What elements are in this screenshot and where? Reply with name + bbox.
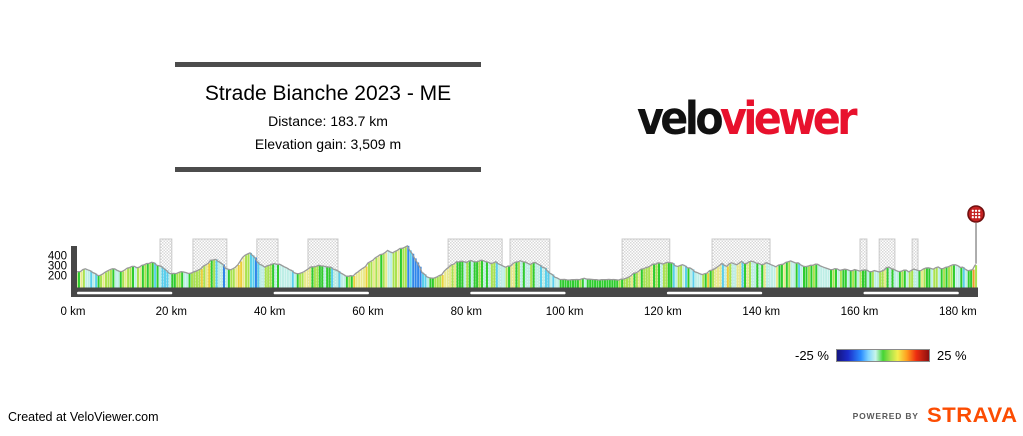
- strava-logo: STRAVA: [926, 404, 1018, 427]
- axis-band-strip: [470, 291, 566, 295]
- title-box: Strade Bianche 2023 - ME Distance: 183.7…: [175, 62, 481, 172]
- x-axis-labels: 0 km 20 km 40 km 60 km 80 km 100 km 120 km 140 …: [61, 306, 977, 318]
- slope-gradient-bar: [835, 348, 930, 362]
- legend-min-label: -25 %: [795, 347, 829, 363]
- y-axis-bar: [71, 246, 77, 297]
- title-box-bottom-rule: [175, 167, 481, 172]
- axis-band-strip: [666, 291, 763, 295]
- axis-band-strip: [273, 291, 369, 295]
- veloviewer-logo-viewer: viewer: [719, 92, 858, 145]
- veloviewer-logo-velo: velo: [637, 92, 724, 145]
- x-tick-label: 140 km: [742, 306, 780, 318]
- x-tick-label: 100 km: [546, 306, 584, 318]
- x-tick-label: 20 km: [156, 306, 187, 318]
- axis-band-strip: [863, 291, 959, 295]
- x-tick-label: 60 km: [352, 306, 383, 318]
- veloviewer-logo: veloviewer: [637, 92, 858, 145]
- x-tick-label: 40 km: [254, 306, 285, 318]
- elevation-profile-chart: 0 km 20 km 40 km 60 km 80 km 100 km 120 km 140 …: [48, 205, 985, 318]
- x-tick-label: 0 km: [61, 306, 86, 318]
- created-at-text: Created at VeloViewer.com: [8, 410, 159, 424]
- title-box-top-rule: [175, 62, 481, 67]
- distance-label: Distance: 183.7 km: [268, 113, 388, 129]
- powered-by-strava: POWERED BY STRAVA: [852, 404, 1017, 428]
- axes: [71, 246, 978, 297]
- elevation-gain-label: Elevation gain: 3,509 m: [254, 136, 402, 152]
- x-tick-label: 160 km: [841, 306, 879, 318]
- powered-by-label: POWERED BY: [852, 411, 919, 421]
- x-tick-label: 180 km: [939, 306, 977, 318]
- axis-band-strip: [77, 291, 173, 295]
- slope-legend: -25 % 25 %: [795, 345, 967, 365]
- y-tick-label: 400: [48, 251, 67, 263]
- x-tick-label: 120 km: [644, 306, 682, 318]
- x-tick-label: 80 km: [451, 306, 482, 318]
- y-tick-label: 300: [48, 261, 67, 273]
- page-title: Strade Bianche 2023 - ME: [204, 82, 452, 105]
- legend-max-label: 25 %: [936, 347, 967, 363]
- profile-outline: [72, 245, 977, 281]
- elevation-bars: [73, 245, 978, 288]
- finish-flag-icon: [967, 205, 985, 264]
- y-tick-label: 200: [48, 271, 67, 283]
